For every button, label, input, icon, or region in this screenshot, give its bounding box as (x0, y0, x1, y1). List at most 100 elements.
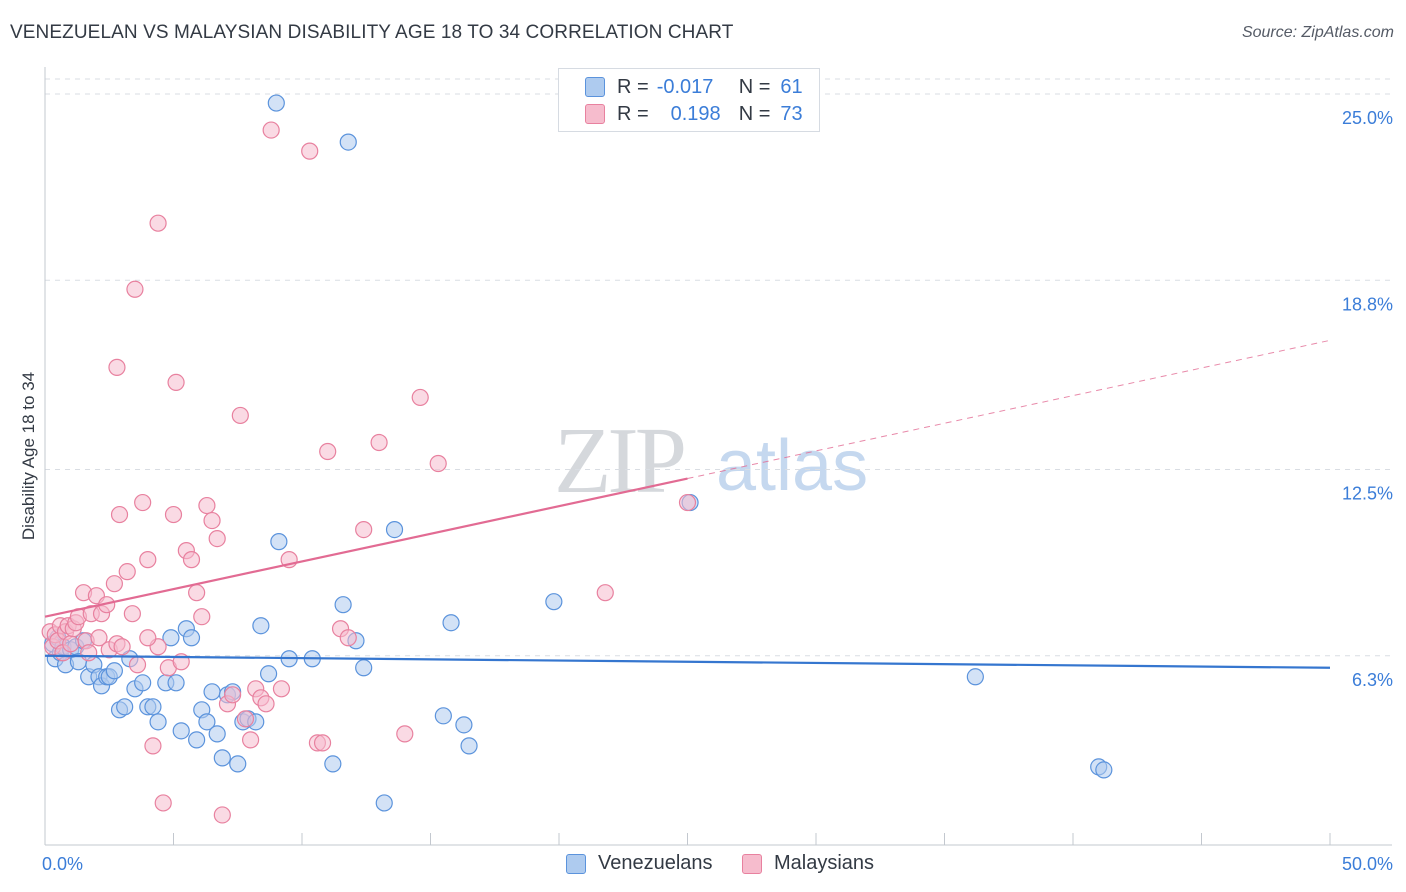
y-tick-label: 25.0% (1342, 108, 1393, 128)
correlation-legend: R = -0.017 N = 61 R = 0.198 N = 73 (558, 68, 820, 132)
legend-r-value: 0.198 (670, 102, 721, 125)
y-tick-label: 6.3% (1352, 670, 1393, 690)
malaysian-point (139, 551, 157, 569)
source-label[interactable]: Source: ZipAtlas.com (1241, 24, 1394, 41)
venezuelan-point (455, 716, 473, 734)
venezuelan-point (259, 665, 278, 683)
legend-r-label: R = (617, 75, 649, 98)
malaysian-point (105, 575, 123, 593)
malaysian-point (242, 731, 260, 749)
malaysian-point (203, 511, 221, 530)
malaysian-point (193, 608, 211, 626)
malaysian-point (128, 656, 147, 674)
malaysian-point (198, 496, 216, 515)
x-tick-label: 0.0% (42, 854, 83, 874)
malaysian-point (262, 121, 280, 139)
legend-n-value: 61 (780, 75, 803, 98)
trend-lines (44, 339, 1331, 669)
malaysian-point (167, 373, 185, 392)
venezuelan-point (144, 698, 162, 716)
malaysian-point (126, 280, 144, 298)
series-legend: Venezuelans Malaysians (0, 852, 1406, 878)
venezuelan-point (324, 755, 342, 773)
venezuelan-point (966, 668, 984, 686)
venezuelan-point (213, 749, 231, 767)
malaysian-point (108, 358, 126, 376)
y-tick-label: 12.5% (1342, 484, 1393, 504)
malaysian-point (113, 638, 131, 656)
watermark-atlas: atlas (716, 426, 868, 506)
trend-line-venezuelans (44, 654, 1331, 669)
malaysian-point (596, 584, 614, 602)
venezuelan-point (434, 707, 452, 725)
malaysian-point (339, 629, 357, 647)
x-tick-label: 50.0% (1342, 854, 1393, 874)
venezuelan-point (134, 674, 152, 692)
malaysian-point (301, 142, 319, 160)
malaysians-points (41, 121, 697, 824)
venezuelan-point (267, 94, 285, 112)
malaysian-point (355, 520, 373, 539)
malaysian-point (236, 710, 255, 728)
venezuelan-point (188, 731, 206, 749)
legend-r-value: -0.017 (656, 75, 714, 98)
malaysian-point (188, 584, 206, 602)
legend-swatch-blue (585, 77, 605, 97)
venezuelan-point (385, 520, 404, 539)
venezuelan-point (149, 713, 167, 731)
venezuelan-point (339, 133, 357, 151)
venezuelan-point (252, 617, 270, 635)
malaysian-point (80, 644, 98, 662)
venezuelan-point (162, 629, 180, 647)
chart-title: VENEZUELAN VS MALAYSIAN DISABILITY AGE 1… (10, 22, 734, 43)
venezuelan-point (375, 794, 393, 812)
malaysian-point (123, 605, 141, 623)
malaysian-point (313, 734, 332, 752)
legend-n-label: N = (738, 75, 771, 98)
legend-label-malaysians: Malaysians (774, 852, 875, 874)
venezuelan-point (442, 614, 460, 632)
legend-n-value: 73 (780, 102, 803, 125)
malaysian-point (429, 454, 447, 473)
malaysian-point (370, 433, 388, 452)
venezuelan-point (182, 629, 201, 647)
legend-label-venezuelans: Venezuelans (598, 852, 713, 874)
venezuelan-point (105, 662, 123, 680)
watermark-zip: ZIP (554, 409, 684, 513)
legend-swatch-blue (566, 853, 586, 874)
legend-swatch-pink (585, 104, 605, 124)
legend-r-label: R = (617, 102, 649, 125)
malaysian-point (319, 442, 337, 461)
venezuelan-point (116, 698, 134, 716)
venezuelan-point (334, 596, 352, 614)
malaysian-point (182, 551, 201, 569)
axes (44, 67, 1392, 846)
malaysian-point (208, 530, 226, 548)
venezuelan-point (208, 725, 226, 743)
venezuelan-point (167, 674, 185, 692)
malaysian-point (90, 629, 108, 647)
malaysian-point (149, 214, 167, 232)
venezuelan-point (545, 593, 563, 611)
legend-item-malaysians[interactable]: Malaysians (742, 852, 874, 875)
malaysian-point (678, 493, 697, 512)
grid-lines (45, 78, 1392, 657)
venezuelan-point (460, 737, 478, 755)
venezuelan-point (198, 713, 216, 731)
legend-row-venezuelans: R = -0.017 N = 61 (585, 75, 803, 99)
malaysian-point (110, 505, 129, 524)
malaysian-point (139, 629, 157, 647)
venezuelan-point (203, 683, 221, 701)
legend-item-venezuelans[interactable]: Venezuelans (566, 852, 713, 875)
malaysian-point (62, 635, 80, 653)
malaysian-point (396, 725, 414, 743)
venezuelan-point (229, 755, 247, 773)
malaysian-point (154, 794, 172, 812)
malaysian-point (144, 737, 162, 755)
watermark: ZIP atlas (554, 409, 868, 513)
trend-line-malaysians (44, 477, 688, 618)
legend-n-label: N = (738, 102, 771, 125)
malaysian-point (118, 563, 136, 581)
malaysian-point (224, 686, 242, 704)
